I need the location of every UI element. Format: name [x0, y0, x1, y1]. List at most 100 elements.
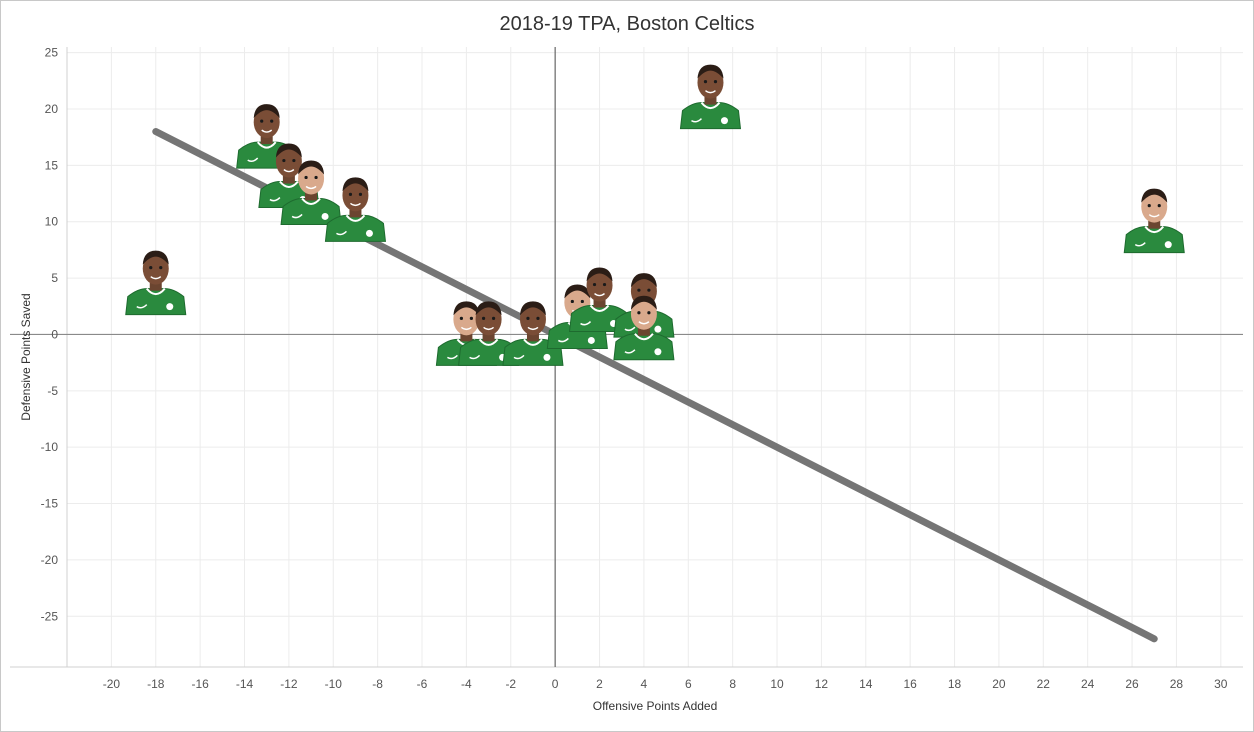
head-shape	[142, 252, 169, 285]
eye-shape	[491, 316, 496, 320]
hair-shape	[630, 295, 657, 310]
jersey-swoosh	[624, 349, 636, 354]
jersey-swoosh	[247, 157, 259, 162]
x-tick-label: 20	[992, 677, 1006, 691]
eye-shape	[292, 158, 296, 163]
mouth-shape	[460, 326, 472, 331]
chart-title: 2018-19 TPA, Boston Celtics	[499, 13, 755, 35]
jersey-shape	[679, 102, 742, 130]
jersey-collar	[634, 333, 654, 341]
x-tick-label: 10	[770, 677, 784, 691]
head-shape	[475, 303, 502, 336]
jersey-swoosh	[1134, 242, 1146, 247]
x-axis-title: Offensive Points Added	[593, 699, 718, 713]
head-shape	[298, 162, 325, 195]
eye-shape	[149, 266, 153, 270]
mouth-shape	[261, 129, 273, 133]
eye-shape	[469, 316, 473, 320]
eye-shape	[270, 119, 274, 123]
mouth-shape	[594, 292, 605, 297]
jersey-swoosh	[469, 354, 481, 360]
jersey-collar	[345, 214, 366, 222]
hair-shape	[275, 143, 302, 158]
hair-shape	[253, 104, 280, 119]
mouth-shape	[638, 321, 650, 325]
jersey-logo	[321, 212, 329, 220]
jersey-collar	[279, 180, 299, 189]
eye-shape	[602, 282, 607, 287]
y-tick-label: -10	[41, 440, 59, 454]
eye-shape	[481, 316, 486, 320]
neck-shape	[282, 175, 295, 184]
x-tick-label: -14	[236, 677, 254, 691]
player-headshot-icon	[280, 160, 342, 225]
y-tick-label: 10	[45, 215, 59, 229]
jersey-collar	[700, 101, 721, 110]
player-headshot-icon	[568, 267, 631, 333]
eye-shape	[159, 266, 163, 270]
hair-shape	[475, 301, 502, 316]
jersey-shape	[324, 214, 387, 242]
eye-shape	[647, 288, 651, 292]
x-tick-label: -18	[147, 677, 165, 691]
jersey-swoosh	[269, 196, 281, 202]
jersey-shape	[125, 288, 187, 316]
neck-shape	[704, 96, 717, 105]
jersey-swoosh	[291, 213, 303, 219]
x-tick-label: 16	[903, 677, 917, 691]
jersey-logo	[543, 353, 551, 361]
jersey-logo	[365, 229, 373, 237]
eye-shape	[1147, 204, 1151, 208]
x-tick-label: -4	[461, 677, 472, 691]
head-shape	[586, 269, 613, 302]
x-tick-label: 0	[552, 677, 559, 691]
jersey-swoosh	[447, 354, 458, 360]
jersey-collar	[478, 338, 499, 346]
jersey-swoosh	[691, 118, 703, 123]
jersey-swoosh	[624, 326, 636, 332]
jersey-logo	[720, 117, 728, 125]
neck-shape	[260, 136, 273, 145]
jersey-shape	[613, 333, 675, 361]
neck-shape	[305, 192, 318, 201]
eye-shape	[647, 311, 651, 315]
hair-shape	[453, 301, 480, 316]
x-tick-label: -12	[280, 677, 298, 691]
player-headshot-icon	[613, 295, 675, 361]
x-tick-label: -8	[372, 677, 383, 691]
mouth-shape	[527, 326, 539, 331]
y-tick-label: -20	[41, 553, 59, 567]
jersey-logo	[166, 303, 174, 311]
eye-shape	[314, 175, 318, 180]
x-tick-label: 12	[815, 677, 829, 691]
mouth-shape	[705, 90, 716, 94]
x-tick-label: 2	[596, 677, 603, 691]
x-tick-label: -20	[103, 677, 121, 691]
x-tick-label: -10	[325, 677, 343, 691]
y-tick-label: 0	[51, 327, 58, 341]
head-shape	[630, 297, 657, 330]
jersey-swoosh	[580, 320, 592, 326]
y-tick-label: -5	[47, 384, 58, 398]
jersey-collar	[1144, 225, 1165, 234]
y-tick-label: 20	[45, 102, 59, 116]
y-tick-label: -25	[41, 609, 59, 623]
mouth-shape	[283, 168, 295, 173]
eye-shape	[536, 316, 540, 320]
hair-shape	[142, 250, 169, 265]
x-tick-label: 24	[1081, 677, 1095, 691]
y-tick-label: 5	[51, 271, 58, 285]
jersey-collar	[145, 287, 166, 296]
jersey-collar	[589, 304, 610, 313]
hair-shape	[298, 160, 325, 175]
neck-shape	[637, 327, 650, 336]
mouth-shape	[483, 326, 495, 331]
head-shape	[1141, 190, 1168, 223]
jersey-swoosh	[557, 337, 569, 343]
mouth-shape	[150, 276, 162, 280]
eye-shape	[637, 311, 641, 315]
neck-shape	[482, 333, 495, 342]
x-tick-label: 4	[641, 677, 648, 691]
head-shape	[342, 179, 369, 212]
